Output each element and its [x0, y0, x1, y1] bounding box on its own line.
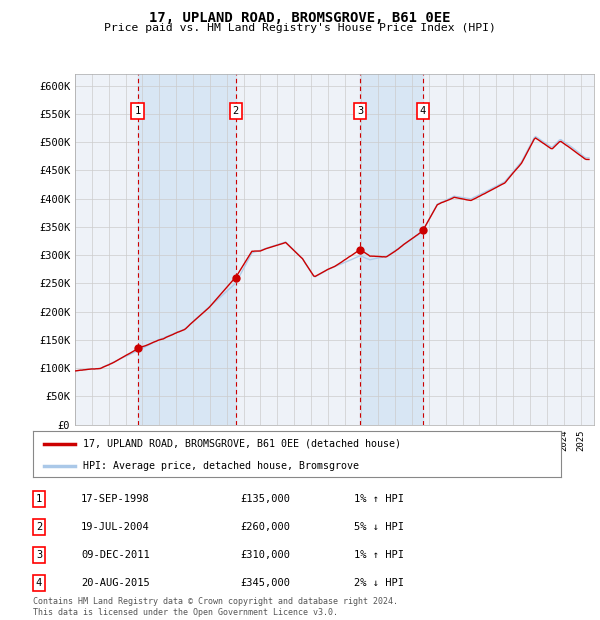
Text: 1% ↑ HPI: 1% ↑ HPI	[354, 550, 404, 560]
Text: Price paid vs. HM Land Registry's House Price Index (HPI): Price paid vs. HM Land Registry's House …	[104, 23, 496, 33]
Text: 1: 1	[36, 494, 42, 504]
Text: 19-JUL-2004: 19-JUL-2004	[81, 522, 150, 532]
Text: £135,000: £135,000	[240, 494, 290, 504]
Text: £310,000: £310,000	[240, 550, 290, 560]
Text: 2: 2	[36, 522, 42, 532]
Text: 1% ↑ HPI: 1% ↑ HPI	[354, 494, 404, 504]
Text: £260,000: £260,000	[240, 522, 290, 532]
Text: £345,000: £345,000	[240, 578, 290, 588]
Text: 17-SEP-1998: 17-SEP-1998	[81, 494, 150, 504]
Text: 2: 2	[233, 106, 239, 116]
Text: 17, UPLAND ROAD, BROMSGROVE, B61 0EE: 17, UPLAND ROAD, BROMSGROVE, B61 0EE	[149, 11, 451, 25]
Text: 2% ↓ HPI: 2% ↓ HPI	[354, 578, 404, 588]
Text: 5% ↓ HPI: 5% ↓ HPI	[354, 522, 404, 532]
Text: 20-AUG-2015: 20-AUG-2015	[81, 578, 150, 588]
Text: HPI: Average price, detached house, Bromsgrove: HPI: Average price, detached house, Brom…	[83, 461, 359, 471]
Text: 09-DEC-2011: 09-DEC-2011	[81, 550, 150, 560]
Bar	[361, 74, 422, 425]
Text: 17, UPLAND ROAD, BROMSGROVE, B61 0EE (detached house): 17, UPLAND ROAD, BROMSGROVE, B61 0EE (de…	[83, 439, 401, 449]
Text: 4: 4	[419, 106, 426, 116]
Text: 4: 4	[36, 578, 42, 588]
Text: 1: 1	[134, 106, 140, 116]
Text: Contains HM Land Registry data © Crown copyright and database right 2024.
This d: Contains HM Land Registry data © Crown c…	[33, 598, 398, 617]
Bar	[137, 74, 236, 425]
Text: 3: 3	[358, 106, 364, 116]
Text: 3: 3	[36, 550, 42, 560]
